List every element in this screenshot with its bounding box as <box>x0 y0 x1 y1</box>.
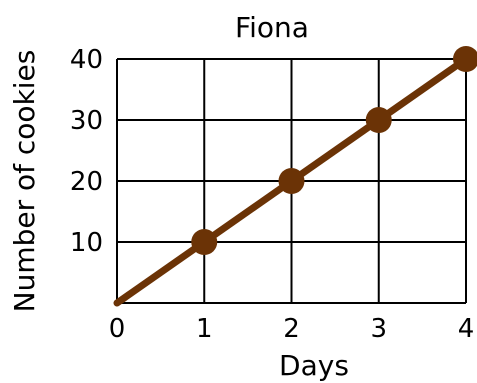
y-tick-labels: 10 20 30 40 <box>70 45 103 258</box>
y-axis-title: Number of cookies <box>8 50 41 313</box>
y-tick-label-20: 20 <box>70 167 103 197</box>
x-tick-label-3: 3 <box>370 314 387 344</box>
x-tick-label-4: 4 <box>458 314 475 344</box>
y-tick-label-30: 30 <box>70 106 103 136</box>
x-axis-title: Days <box>279 349 349 382</box>
data-point-1 <box>191 229 218 255</box>
x-tick-label-2: 2 <box>283 314 300 344</box>
grid <box>116 58 467 304</box>
series-group <box>113 46 477 307</box>
y-tick-label-40: 40 <box>70 45 103 75</box>
chart-title: Fiona <box>235 11 309 44</box>
data-point-2 <box>278 168 305 194</box>
x-tick-label-0: 0 <box>109 314 126 344</box>
y-tick-label-10: 10 <box>70 228 103 258</box>
data-point-4 <box>453 46 477 72</box>
data-point-3 <box>365 107 392 133</box>
x-tick-label-1: 1 <box>196 314 213 344</box>
x-tick-labels: 0 1 2 3 4 <box>109 314 475 344</box>
